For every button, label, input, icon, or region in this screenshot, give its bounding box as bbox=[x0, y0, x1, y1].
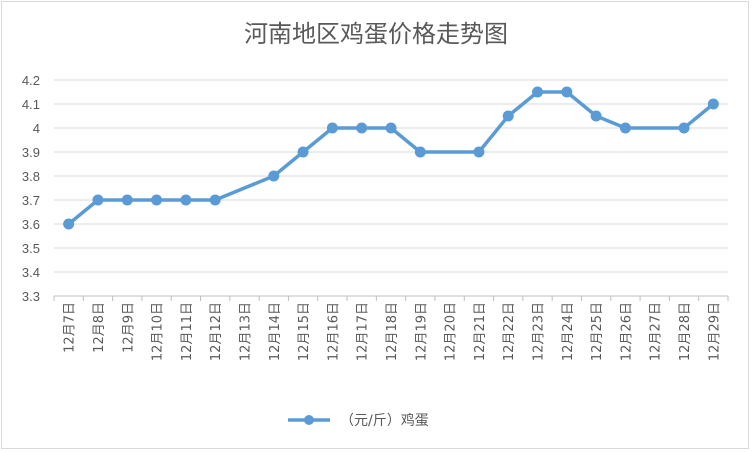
x-tick-label: 12月22日 bbox=[502, 302, 517, 361]
y-tick-label: 3.9 bbox=[22, 145, 40, 160]
series-line bbox=[66, 90, 716, 226]
plot-area bbox=[63, 86, 719, 230]
data-point bbox=[707, 98, 719, 110]
data-point bbox=[414, 146, 426, 158]
x-tick-label: 12月14日 bbox=[268, 302, 283, 361]
x-tick-label: 12月27日 bbox=[649, 302, 664, 361]
data-point bbox=[326, 122, 338, 134]
x-tick-label: 12月28日 bbox=[678, 302, 693, 361]
x-tick-label: 12月18日 bbox=[385, 302, 400, 361]
data-point bbox=[590, 110, 602, 122]
x-axis: 12月7日 12月8日 12月9日 12月10日 12月11日 12月12日 12月13日 1… bbox=[53, 295, 729, 361]
x-tick-label: 12月7日 bbox=[63, 302, 78, 353]
x-tick-label: 12月21日 bbox=[473, 302, 488, 361]
data-point bbox=[678, 122, 690, 134]
data-point bbox=[561, 86, 573, 98]
x-tick-label: 12月13日 bbox=[238, 302, 253, 361]
x-tick-label: 12月26日 bbox=[619, 302, 634, 361]
legend: （元/斤）鸡蛋 bbox=[288, 412, 429, 429]
x-tick-label: 12月10日 bbox=[151, 302, 166, 361]
gridlines bbox=[54, 79, 728, 297]
data-point bbox=[356, 122, 368, 134]
x-tick-label: 12月24日 bbox=[561, 302, 576, 361]
y-tick-label: 3.4 bbox=[22, 265, 40, 280]
x-tick-label: 12月15日 bbox=[297, 302, 312, 361]
data-point bbox=[121, 194, 133, 206]
data-point bbox=[63, 218, 75, 230]
y-tick-label: 4.2 bbox=[22, 73, 40, 88]
data-point bbox=[473, 146, 485, 158]
x-tick-label: 12月16日 bbox=[326, 302, 341, 361]
legend-marker bbox=[304, 415, 314, 425]
data-point bbox=[532, 86, 544, 98]
y-tick-label: 4.1 bbox=[22, 97, 40, 112]
data-point bbox=[209, 194, 221, 206]
y-tick-label: 3.6 bbox=[22, 217, 40, 232]
data-point bbox=[180, 194, 192, 206]
x-tick-label: 12月23日 bbox=[532, 302, 547, 361]
x-tick-label: 12月20日 bbox=[444, 302, 459, 361]
y-tick-label: 3.5 bbox=[22, 241, 40, 256]
x-tick-label: 12月29日 bbox=[707, 302, 722, 361]
y-tick-label: 3.8 bbox=[22, 169, 40, 184]
x-tick-label: 12月19日 bbox=[414, 302, 429, 361]
x-tick-label: 12月8日 bbox=[92, 302, 107, 353]
data-point bbox=[502, 110, 514, 122]
x-tick-label: 12月11日 bbox=[180, 302, 195, 361]
chart-title: 河南地区鸡蛋价格走势图 bbox=[244, 20, 508, 48]
y-axis: 3.3 3.4 3.5 3.6 3.7 3.8 3.9 4 4.1 4.2 bbox=[22, 73, 40, 304]
x-tick-label: 12月25日 bbox=[590, 302, 605, 361]
x-tick-label: 12月9日 bbox=[121, 302, 136, 353]
data-point bbox=[619, 122, 631, 134]
data-point bbox=[268, 170, 280, 182]
data-point bbox=[92, 194, 104, 206]
y-tick-label: 4 bbox=[33, 121, 40, 136]
data-point bbox=[297, 146, 309, 158]
data-point bbox=[151, 194, 163, 206]
x-tick-label: 12月17日 bbox=[356, 302, 371, 361]
data-point bbox=[385, 122, 397, 134]
legend-label: （元/斤）鸡蛋 bbox=[340, 412, 429, 429]
y-tick-label: 3.3 bbox=[22, 289, 40, 304]
x-tick-label: 12月12日 bbox=[209, 302, 224, 361]
y-tick-label: 3.7 bbox=[22, 193, 40, 208]
